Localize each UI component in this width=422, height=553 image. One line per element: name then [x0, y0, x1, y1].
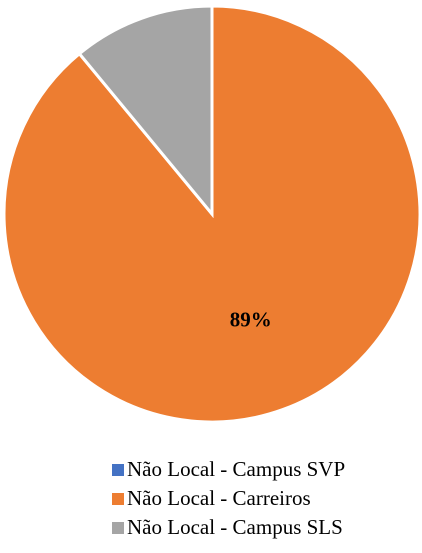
legend-swatch	[112, 464, 124, 476]
pie-slice	[77, 4, 214, 219]
legend-label: Não Local - Campus SVP	[127, 457, 345, 481]
legend-swatch	[112, 522, 124, 534]
legend-swatch	[112, 493, 124, 505]
legend-label: Não Local - Campus SLS	[127, 515, 343, 539]
legend-label: Não Local - Carreiros	[127, 486, 311, 510]
data-label: 89%	[230, 307, 272, 331]
